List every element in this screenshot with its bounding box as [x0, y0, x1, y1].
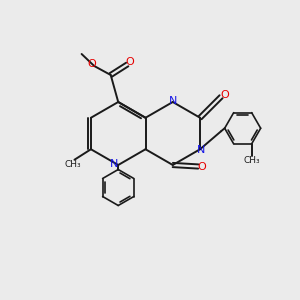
- Text: O: O: [125, 57, 134, 67]
- Text: O: O: [87, 58, 96, 69]
- Text: O: O: [220, 90, 229, 100]
- Text: O: O: [198, 161, 207, 172]
- Text: CH₃: CH₃: [65, 160, 82, 169]
- Text: N: N: [169, 96, 178, 106]
- Text: N: N: [196, 145, 205, 155]
- Text: N: N: [110, 159, 118, 170]
- Text: CH₃: CH₃: [243, 156, 260, 165]
